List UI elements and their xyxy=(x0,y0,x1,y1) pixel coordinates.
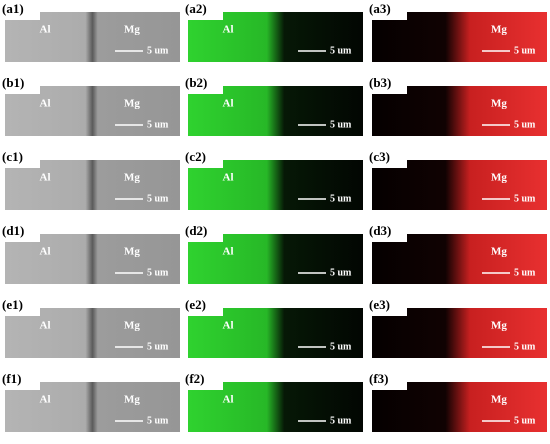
micrograph xyxy=(188,382,363,432)
element-label: Mg xyxy=(124,394,140,406)
element-label: Al xyxy=(223,172,234,184)
element-label: Mg xyxy=(124,246,140,258)
scale-label: 5 um xyxy=(514,45,536,56)
label-background xyxy=(183,0,223,20)
scale-label: 5 um xyxy=(147,341,169,352)
micrograph xyxy=(5,382,180,432)
micrograph xyxy=(372,234,547,284)
scale-label: 5 um xyxy=(147,45,169,56)
element-label: Mg xyxy=(491,320,507,332)
scale-label: 5 um xyxy=(514,193,536,204)
scale-label: 5 um xyxy=(514,415,536,426)
scale-label: 5 um xyxy=(330,119,352,130)
label-background xyxy=(0,0,40,20)
label-background xyxy=(183,148,223,168)
panel-label: (b1) xyxy=(2,75,24,90)
panel-label: (d3) xyxy=(369,223,391,238)
scale-label: 5 um xyxy=(330,193,352,204)
panel-label: (b3) xyxy=(369,75,391,90)
micrograph xyxy=(188,234,363,284)
element-label: Mg xyxy=(491,98,507,110)
element-label: Mg xyxy=(491,24,507,36)
panel-label: (e2) xyxy=(185,297,206,312)
label-background xyxy=(183,74,223,94)
scale-label: 5 um xyxy=(514,341,536,352)
label-background xyxy=(0,74,40,94)
scale-label: 5 um xyxy=(330,267,352,278)
label-background xyxy=(0,370,40,390)
label-background xyxy=(183,370,223,390)
element-label: Mg xyxy=(491,394,507,406)
label-background xyxy=(367,0,407,20)
label-background xyxy=(367,370,407,390)
element-label: Mg xyxy=(124,320,140,332)
label-background xyxy=(367,148,407,168)
element-label: Al xyxy=(40,320,51,332)
micrograph xyxy=(188,86,363,136)
micrograph xyxy=(372,308,547,358)
element-label: Al xyxy=(40,172,51,184)
element-label: Mg xyxy=(491,246,507,258)
label-background xyxy=(0,222,40,242)
panel-label: (d2) xyxy=(185,223,207,238)
micrograph xyxy=(372,160,547,210)
element-label: Mg xyxy=(124,98,140,110)
micrograph xyxy=(5,160,180,210)
panel-label: (c3) xyxy=(369,149,390,164)
element-label: Al xyxy=(223,320,234,332)
panel-label: (e1) xyxy=(2,297,23,312)
panel-label: (c1) xyxy=(2,149,23,164)
label-background xyxy=(183,296,223,316)
scale-label: 5 um xyxy=(147,119,169,130)
panel-label: (f3) xyxy=(369,371,389,386)
scale-label: 5 um xyxy=(147,415,169,426)
element-label: Al xyxy=(223,24,234,36)
micrograph xyxy=(188,308,363,358)
scale-label: 5 um xyxy=(147,267,169,278)
label-background xyxy=(183,222,223,242)
label-background xyxy=(367,222,407,242)
micrograph xyxy=(5,308,180,358)
panel-label: (f2) xyxy=(185,371,205,386)
element-label: Al xyxy=(40,98,51,110)
scale-label: 5 um xyxy=(330,45,352,56)
micrograph xyxy=(372,382,547,432)
panel-label: (a2) xyxy=(185,1,207,16)
panel-label: (e3) xyxy=(369,297,390,312)
element-label: Al xyxy=(40,394,51,406)
scale-label: 5 um xyxy=(330,341,352,352)
scale-label: 5 um xyxy=(514,267,536,278)
micrograph xyxy=(5,234,180,284)
label-background xyxy=(367,74,407,94)
micrograph xyxy=(188,12,363,62)
label-background xyxy=(0,296,40,316)
scale-label: 5 um xyxy=(514,119,536,130)
panel-label: (a3) xyxy=(369,1,391,16)
micrograph xyxy=(5,12,180,62)
element-label: Mg xyxy=(124,24,140,36)
element-label: Al xyxy=(40,24,51,36)
scale-label: 5 um xyxy=(330,415,352,426)
panel-label: (a1) xyxy=(2,1,24,16)
label-background xyxy=(0,148,40,168)
element-label: Al xyxy=(40,246,51,258)
panel-label: (d1) xyxy=(2,223,24,238)
element-label: Al xyxy=(223,246,234,258)
micrograph xyxy=(5,86,180,136)
panel-label: (c2) xyxy=(185,149,206,164)
element-label: Al xyxy=(223,98,234,110)
micrograph xyxy=(372,12,547,62)
panel-label: (f1) xyxy=(2,371,22,386)
label-background xyxy=(367,296,407,316)
scale-label: 5 um xyxy=(147,193,169,204)
micrograph xyxy=(188,160,363,210)
element-label: Al xyxy=(223,394,234,406)
element-label: Mg xyxy=(491,172,507,184)
element-label: Mg xyxy=(124,172,140,184)
micrograph xyxy=(372,86,547,136)
panel-label: (b2) xyxy=(185,75,207,90)
